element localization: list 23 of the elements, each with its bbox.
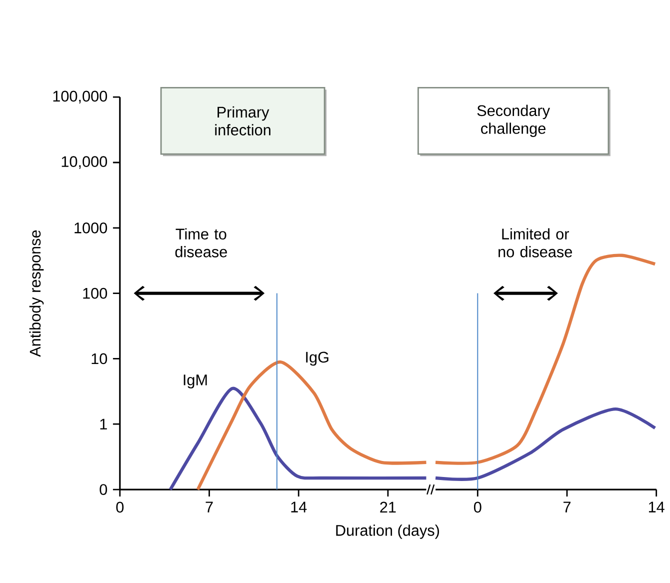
series-label: IgG [306,352,328,366]
annotation: Time to disease [175,228,227,258]
annotation: Secondary challenge [477,104,550,138]
annotation: Primary infection [215,106,270,136]
x-tick-label: 7 [206,502,213,512]
line-series [168,387,428,492]
y-tick-label: 1 [100,419,107,430]
x-axis-title: Duration (days) [336,524,439,540]
y-tick-label: 10,000 [62,156,108,170]
y-tick-label: 100 [83,288,108,299]
x-tick-label: 7 [564,502,570,512]
x-tick-label: 0 [116,502,124,513]
series-label: IgM [184,374,207,389]
y-tick-label: 1000 [74,222,108,234]
y-axis-title: Antibody response [29,230,44,358]
y-tick-label: 100,000 [53,90,108,104]
y-tick-label: 0 [100,484,108,496]
x-tick-label: 0 [474,502,482,513]
x-tick-label: 21 [380,502,396,513]
annotation: Limited or no disease [498,228,572,258]
y-tick-label: 10 [92,353,108,364]
x-tick-label: 14 [648,502,664,512]
x-tick-label: 14 [291,502,307,512]
